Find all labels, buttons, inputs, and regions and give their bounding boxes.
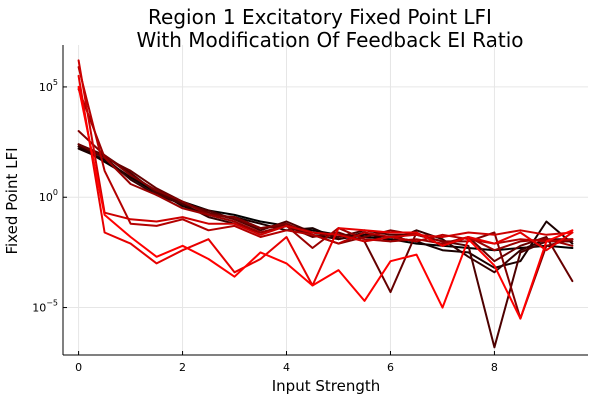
grid bbox=[63, 45, 588, 355]
title-line-2: With Modification Of Feedback EI Ratio bbox=[136, 28, 523, 52]
series-line-10 bbox=[77, 74, 574, 287]
tick-labels: 0 2 4 6 8 10−5 100 105 bbox=[32, 78, 498, 374]
x-axis-label: Input Strength bbox=[272, 377, 381, 395]
series-line-11 bbox=[77, 85, 574, 320]
x-tick-label: 2 bbox=[179, 361, 186, 374]
y-tick-label: 100 bbox=[39, 188, 58, 204]
series-group bbox=[77, 59, 574, 349]
y-tick-label: 10−5 bbox=[32, 299, 58, 315]
y-axis-label: Fixed Point LFI bbox=[3, 147, 21, 254]
x-tick-label: 0 bbox=[75, 361, 82, 374]
y-tick-label: 105 bbox=[39, 78, 58, 94]
x-tick-label: 4 bbox=[283, 361, 290, 374]
series-line-7 bbox=[77, 88, 574, 252]
series-line-5 bbox=[77, 143, 574, 294]
x-tick-label: 8 bbox=[491, 361, 498, 374]
x-tick-label: 6 bbox=[387, 361, 394, 374]
series-line-9 bbox=[77, 59, 574, 243]
axes bbox=[62, 45, 588, 356]
series-line-8 bbox=[77, 66, 574, 245]
chart-title: Region 1 Excitatory Fixed Point LFI With… bbox=[136, 5, 523, 52]
title-line-1: Region 1 Excitatory Fixed Point LFI bbox=[148, 5, 492, 29]
